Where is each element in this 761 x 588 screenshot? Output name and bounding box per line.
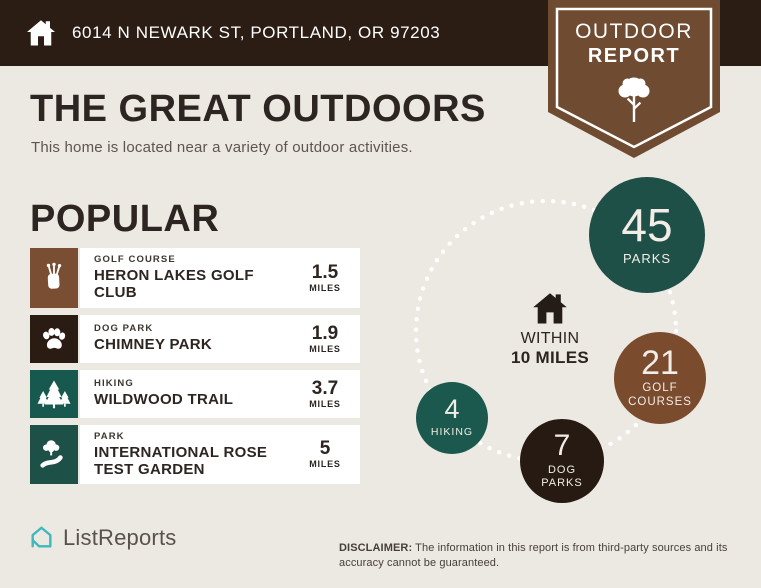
popular-list: GOLF COURSE HERON LAKES GOLF CLUB 1.5 MI…	[30, 248, 360, 491]
list-item-dog-park: DOG PARK CHIMNEY PARK 1.9 MILES	[30, 314, 360, 363]
list-item-park: PARK INTERNATIONAL ROSE TEST GARDEN 5 MI…	[30, 424, 360, 484]
list-item-hiking: HIKING WILDWOOD TRAIL 3.7 MILES	[30, 369, 360, 418]
radius-center: WITHIN 10 MILES	[488, 292, 612, 368]
item-category: HIKING	[94, 378, 134, 390]
disclaimer-text: DISCLAIMER: The information in this repo…	[339, 542, 728, 569]
golf-bag-icon	[30, 248, 78, 308]
listreports-house-icon	[31, 526, 52, 548]
home-icon	[27, 20, 55, 46]
miles-label: 10 MILES	[511, 348, 589, 367]
radius-dotted-circle	[413, 198, 679, 464]
paw-icon	[30, 314, 78, 363]
item-distance: 1.5 MILES	[309, 261, 341, 293]
bubble-hiking: 4 HIKING	[416, 382, 488, 454]
brand-name: ListReports	[63, 524, 177, 550]
item-category: GOLF COURSE	[94, 254, 176, 265]
item-name: WILDWOOD TRAIL	[94, 391, 234, 409]
bubble-parks: 45 PARKS	[589, 177, 705, 293]
item-name: INTERNATIONAL ROSE TEST GARDEN	[94, 443, 268, 478]
bubble-dog-parks: 7 DOG PARKS	[520, 419, 604, 503]
listreports-logo: ListReports	[28, 524, 176, 551]
property-address: 6014 N NEWARK ST, PORTLAND, OR 97203	[72, 23, 441, 42]
bubble-golf-courses: 21 GOLF COURSES	[614, 332, 706, 424]
within-label: WITHIN	[520, 330, 580, 347]
page-subtitle: This home is located near a variety of o…	[31, 139, 413, 156]
popular-heading: POPULAR	[30, 198, 220, 240]
item-category: DOG PARK	[94, 323, 154, 335]
pine-trees-icon	[30, 369, 78, 418]
item-category: PARK	[94, 430, 125, 442]
outdoor-report-badge: OUTDOOR REPORT	[548, 0, 720, 158]
item-name: HERON LAKES GOLF CLUB	[94, 267, 254, 302]
home-icon	[533, 293, 567, 324]
park-tree-icon	[30, 424, 78, 484]
item-distance: 3.7 MILES	[309, 377, 341, 409]
page-title: THE GREAT OUTDOORS	[30, 88, 486, 130]
item-name: CHIMNEY PARK	[94, 336, 213, 354]
tree-icon	[618, 77, 650, 122]
list-item-golf-course: GOLF COURSE HERON LAKES GOLF CLUB 1.5 MI…	[30, 248, 360, 308]
badge-title-line1: OUTDOOR	[575, 20, 693, 43]
badge-title-line2: REPORT	[587, 45, 681, 67]
item-distance: 5 MILES	[309, 438, 341, 470]
disclaimer-label: DISCLAIMER:	[339, 542, 413, 554]
item-distance: 1.9 MILES	[309, 322, 341, 354]
